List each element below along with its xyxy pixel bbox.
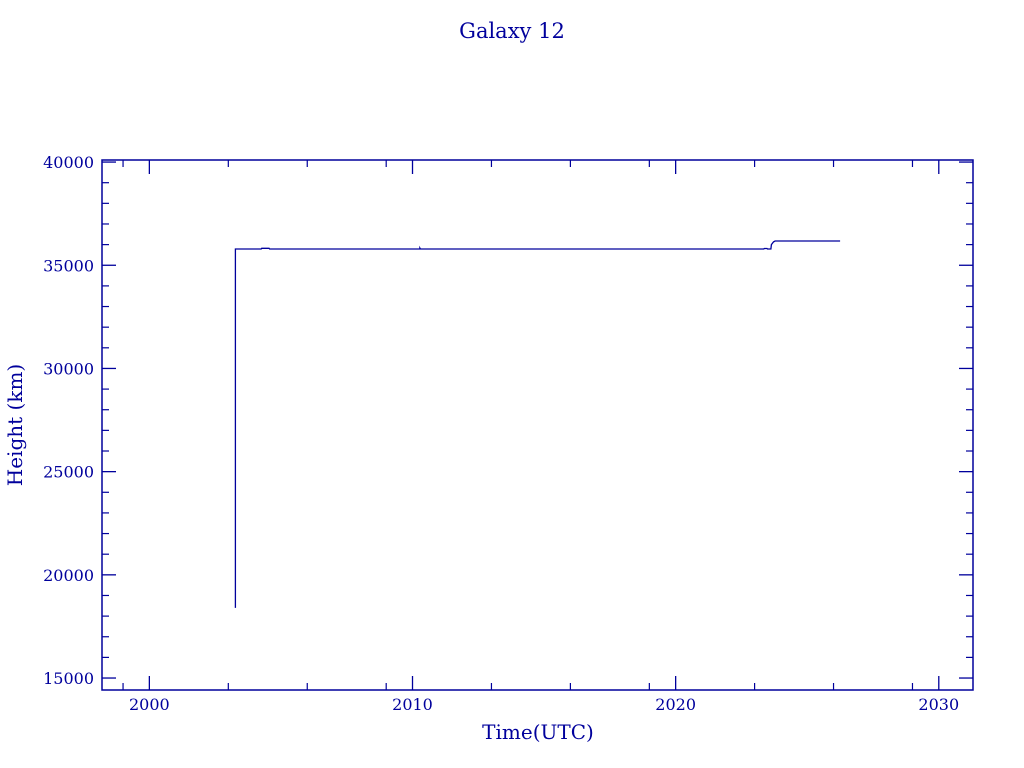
x-axis-label: Time(UTC) bbox=[482, 720, 594, 744]
x-tick-label: 2010 bbox=[392, 695, 433, 714]
y-tick-label: 20000 bbox=[43, 566, 94, 585]
y-tick-label: 15000 bbox=[43, 669, 94, 688]
y-tick-label: 40000 bbox=[43, 153, 94, 172]
y-tick-label: 25000 bbox=[43, 463, 94, 482]
plot-frame bbox=[101, 159, 974, 691]
x-tick-label: 2000 bbox=[129, 695, 170, 714]
series-line bbox=[234, 240, 841, 608]
y-tick-label: 35000 bbox=[43, 256, 94, 275]
axis-ticks: 15000 20000 25000 30000 35000 40000 2000 2010 20… bbox=[43, 153, 973, 714]
chart-title: Galaxy 12 bbox=[459, 19, 565, 43]
x-tick-label: 2030 bbox=[918, 695, 959, 714]
data-series bbox=[234, 240, 841, 608]
y-tick-label: 30000 bbox=[43, 359, 94, 378]
x-tick-label: 2020 bbox=[655, 695, 696, 714]
y-axis-label: Height (km) bbox=[3, 364, 27, 486]
